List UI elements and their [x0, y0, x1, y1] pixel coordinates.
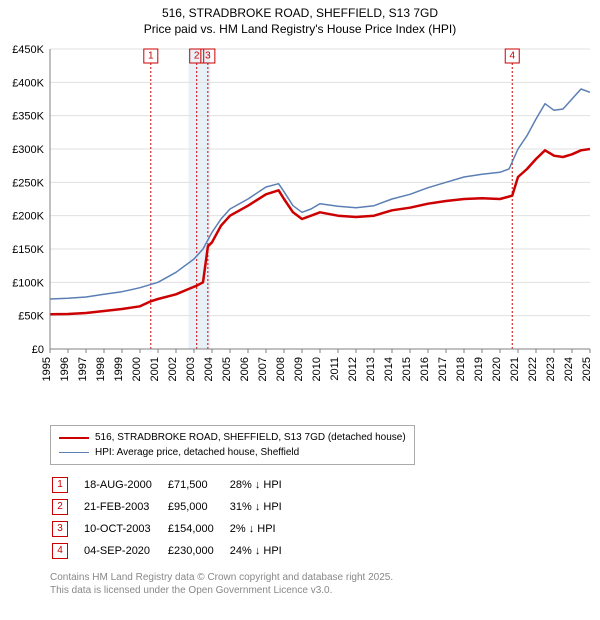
x-axis-label: 2014	[383, 357, 395, 381]
y-axis-label: £100K	[12, 278, 44, 290]
y-axis-label: £50K	[18, 311, 44, 323]
y-axis-label: £300K	[12, 144, 44, 156]
x-axis-label: 2020	[491, 357, 503, 381]
event-price: £230,000	[168, 541, 228, 561]
x-axis-label: 2024	[563, 357, 575, 381]
footer-line-2: This data is licensed under the Open Gov…	[50, 584, 600, 597]
x-axis-label: 2013	[365, 357, 377, 381]
y-axis-label: £250K	[12, 178, 44, 190]
legend-row: 516, STRADBROKE ROAD, SHEFFIELD, S13 7GD…	[59, 430, 406, 445]
x-axis-label: 2011	[329, 357, 341, 381]
x-axis-label: 2005	[221, 357, 233, 381]
x-axis-label: 1999	[113, 357, 125, 381]
event-marker-icon: 1	[52, 477, 68, 493]
event-price: £71,500	[168, 475, 228, 495]
event-date: 10-OCT-2003	[84, 519, 166, 539]
event-date: 18-AUG-2000	[84, 475, 166, 495]
x-axis-label: 2022	[527, 357, 539, 381]
chart-svg: £0 £50K £100K £150K £200K £250K £300K £350K £400…	[0, 39, 600, 419]
event-id-cell: 1	[52, 475, 82, 495]
legend-row: HPI: Average price, detached house, Shef…	[59, 445, 406, 460]
x-axis-label: 1995	[41, 357, 53, 381]
x-axis-label: 2008	[275, 357, 287, 381]
x-axis-label: 2016	[419, 357, 431, 381]
event-price: £154,000	[168, 519, 228, 539]
legend: 516, STRADBROKE ROAD, SHEFFIELD, S13 7GD…	[50, 425, 415, 465]
event-marker-number: 4	[509, 51, 515, 62]
event-delta: 24% ↓ HPI	[230, 541, 296, 561]
series-hpi	[50, 89, 590, 299]
event-marker-icon: 4	[52, 543, 68, 559]
event-id-cell: 4	[52, 541, 82, 561]
legend-label: 516, STRADBROKE ROAD, SHEFFIELD, S13 7GD…	[95, 430, 406, 445]
event-price: £95,000	[168, 497, 228, 517]
y-axis-label: £400K	[12, 78, 44, 90]
x-axis-label: 2017	[437, 357, 449, 381]
footer-attribution: Contains HM Land Registry data © Crown c…	[50, 571, 600, 605]
y-axis-label: £350K	[12, 111, 44, 123]
event-delta: 2% ↓ HPI	[230, 519, 296, 539]
x-axis-label: 2021	[509, 357, 521, 381]
highlight-band	[189, 49, 211, 349]
event-delta: 28% ↓ HPI	[230, 475, 296, 495]
legend-swatch	[59, 452, 89, 453]
event-id-cell: 3	[52, 519, 82, 539]
x-axis-label: 2009	[293, 357, 305, 381]
x-axis-label: 1996	[59, 357, 71, 381]
event-row: 2 21-FEB-2003£95,00031% ↓ HPI	[52, 497, 296, 517]
y-axis-label: £200K	[12, 211, 44, 223]
event-id-cell: 2	[52, 497, 82, 517]
event-date: 04-SEP-2020	[84, 541, 166, 561]
x-axis-label: 2019	[473, 357, 485, 381]
events-table: 1 18-AUG-2000£71,50028% ↓ HPI 2 21-FEB-2003…	[50, 473, 298, 563]
footer-line-1: Contains HM Land Registry data © Crown c…	[50, 571, 600, 584]
x-axis-label: 2007	[257, 357, 269, 381]
title-line-2: Price paid vs. HM Land Registry's House …	[0, 22, 600, 38]
event-row: 4 04-SEP-2020£230,00024% ↓ HPI	[52, 541, 296, 561]
chart-container: { "title": { "line1": "516, STRADBROKE R…	[0, 0, 600, 605]
y-axis-label: £150K	[12, 244, 44, 256]
chart-title: 516, STRADBROKE ROAD, SHEFFIELD, S13 7GD…	[0, 0, 600, 39]
x-axis-label: 2004	[203, 357, 215, 381]
event-marker-icon: 3	[52, 521, 68, 537]
x-axis-label: 1997	[77, 357, 89, 381]
x-axis-label: 2001	[149, 357, 161, 381]
y-axis-label: £0	[32, 344, 44, 356]
x-axis-label: 2003	[185, 357, 197, 381]
x-axis-label: 2000	[131, 357, 143, 381]
event-marker-icon: 2	[52, 499, 68, 515]
event-marker-number: 1	[148, 51, 154, 62]
event-marker-number: 3	[205, 51, 211, 62]
x-axis-label: 2018	[455, 357, 467, 381]
x-axis-label: 2025	[581, 357, 593, 381]
x-axis-label: 2002	[167, 357, 179, 381]
event-date: 21-FEB-2003	[84, 497, 166, 517]
x-axis-label: 2010	[311, 357, 323, 381]
x-axis-label: 2006	[239, 357, 251, 381]
event-marker-number: 2	[194, 51, 200, 62]
chart-plot-area: £0 £50K £100K £150K £200K £250K £300K £350K £400…	[0, 39, 600, 419]
event-delta: 31% ↓ HPI	[230, 497, 296, 517]
event-row: 1 18-AUG-2000£71,50028% ↓ HPI	[52, 475, 296, 495]
legend-label: HPI: Average price, detached house, Shef…	[95, 445, 299, 460]
x-axis-label: 2015	[401, 357, 413, 381]
event-row: 3 10-OCT-2003£154,0002% ↓ HPI	[52, 519, 296, 539]
y-axis-label: £450K	[12, 44, 44, 56]
title-line-1: 516, STRADBROKE ROAD, SHEFFIELD, S13 7GD	[0, 6, 600, 22]
legend-swatch	[59, 437, 89, 439]
x-axis-label: 1998	[95, 357, 107, 381]
x-axis-label: 2012	[347, 357, 359, 381]
x-axis-label: 2023	[545, 357, 557, 381]
